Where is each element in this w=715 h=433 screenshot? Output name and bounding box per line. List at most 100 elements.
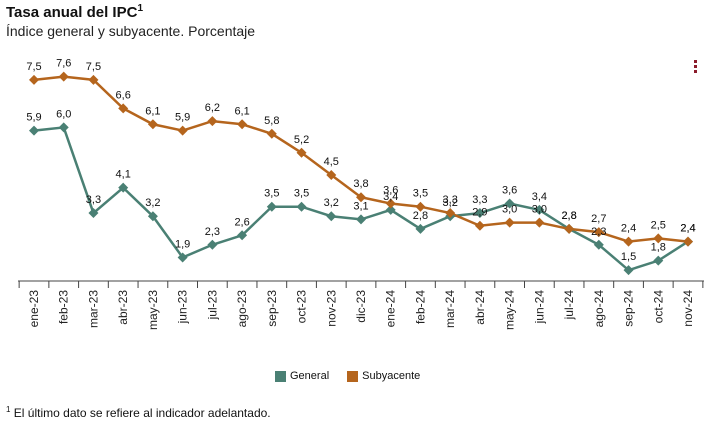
x-tick-label: ene-24 [384, 290, 398, 328]
data-label-general: 2,4 [680, 223, 695, 235]
data-point-subyacente [326, 170, 337, 180]
data-label-general: 5,9 [26, 112, 41, 124]
data-label-subyacente: 2,8 [561, 210, 576, 222]
x-tick-label: may-23 [146, 290, 160, 330]
x-tick-label: mar-24 [443, 290, 457, 328]
data-label-general: 3,5 [264, 188, 279, 200]
data-point-general [326, 211, 337, 222]
data-point-subyacente [415, 201, 426, 212]
data-point-subyacente [237, 119, 248, 130]
x-tick-label: abr-23 [116, 290, 130, 325]
data-point-subyacente [504, 217, 515, 228]
data-label-general: 1,5 [621, 251, 636, 263]
x-tick-label: jun-23 [176, 290, 190, 325]
data-label-subyacente: 3,0 [502, 204, 517, 216]
data-point-subyacente [593, 227, 604, 238]
data-label-subyacente: 3,0 [532, 204, 547, 216]
data-point-general [385, 204, 396, 215]
data-label-subyacente: 6,6 [116, 89, 131, 101]
data-label-subyacente: 4,5 [324, 156, 339, 168]
x-tick-label: oct-23 [295, 290, 309, 324]
data-point-general [534, 204, 545, 215]
data-label-general: 3,4 [532, 191, 547, 203]
x-tick-label: jul-24 [562, 290, 576, 321]
x-tick-label: may-24 [503, 290, 517, 330]
legend-label-general: General [290, 370, 330, 382]
data-point-subyacente [356, 192, 366, 203]
data-point-general [237, 230, 248, 241]
data-point-subyacente [474, 220, 485, 231]
data-point-subyacente [623, 236, 634, 247]
data-label-subyacente: 6,1 [145, 105, 160, 117]
x-tick-label: feb-23 [57, 290, 71, 324]
legend-label-subyacente: Subyacente [362, 370, 421, 382]
data-point-subyacente [88, 74, 99, 85]
data-label-general: 4,1 [116, 169, 131, 181]
data-point-general [177, 252, 188, 263]
x-tick-label: nov-24 [681, 290, 695, 327]
footnote-text: El último dato se refiere al indicador a… [13, 406, 271, 420]
data-point-general [29, 125, 39, 136]
data-point-subyacente [653, 233, 664, 244]
data-point-general [474, 208, 485, 219]
menu-icon[interactable] [694, 60, 698, 75]
data-point-general [207, 239, 218, 250]
x-tick-label: nov-23 [324, 290, 338, 327]
data-point-subyacente [534, 217, 545, 228]
data-label-general: 6,0 [56, 108, 71, 120]
legend-swatch-general [275, 370, 286, 382]
data-label-general: 3,3 [86, 194, 101, 206]
data-label-general: 2,6 [234, 216, 249, 228]
data-label-general: 3,3 [472, 194, 487, 206]
data-point-general [296, 201, 307, 212]
data-label-general: 3,6 [502, 185, 517, 197]
data-point-general [147, 211, 158, 222]
line-chart: ene-23 feb-23 mar-23 abr-23 may-23 jun-23 jul-… [18, 58, 704, 330]
data-label-subyacente: 2,5 [651, 219, 666, 231]
data-label-subyacente: 7,5 [86, 61, 101, 73]
data-label-general: 3,2 [145, 197, 160, 209]
data-point-subyacente [445, 208, 456, 219]
data-label-general: 3,2 [443, 197, 458, 209]
chart-title: Tasa anual del IPC1 [6, 3, 143, 21]
data-point-subyacente [266, 128, 277, 139]
data-label-general: 3,4 [383, 191, 398, 203]
data-label-subyacente: 7,5 [26, 61, 41, 73]
x-tick-label: ago-23 [235, 290, 249, 328]
data-label-general: 2,8 [413, 210, 428, 222]
data-point-general [415, 223, 426, 234]
data-label-subyacente: 7,6 [56, 58, 71, 70]
legend-item-general[interactable]: General [275, 370, 329, 382]
data-point-subyacente [296, 147, 307, 158]
x-tick-label: ago-24 [592, 290, 606, 328]
footnote-mark: 1 [6, 405, 11, 414]
data-point-general [504, 198, 515, 209]
data-point-general [118, 182, 129, 193]
data-label-general: 1,8 [651, 242, 666, 254]
data-point-subyacente [177, 125, 188, 136]
data-label-subyacente: 3,3 [443, 194, 458, 206]
chart-legend: General Subyacente [275, 370, 420, 382]
data-label-general: 3,1 [353, 200, 368, 212]
x-tick-label: jun-24 [532, 290, 546, 325]
data-point-general [88, 208, 99, 219]
x-tick-label: feb-24 [413, 290, 427, 324]
data-label-subyacente: 2,7 [591, 213, 606, 225]
x-tick-label: abr-24 [473, 290, 487, 325]
legend-swatch-subyacente [347, 370, 359, 382]
chart-title-text: Tasa anual del IPC [6, 4, 138, 21]
data-label-subyacente: 2,9 [472, 207, 487, 219]
legend-item-subyacente[interactable]: Subyacente [347, 370, 420, 382]
x-tick-label: mar-23 [86, 290, 100, 328]
data-label-general: 2,3 [205, 226, 220, 238]
data-label-subyacente: 6,2 [205, 102, 220, 114]
title-footnote-mark: 1 [137, 3, 143, 14]
data-label-subyacente: 3,6 [383, 185, 398, 197]
data-point-subyacente [147, 119, 158, 130]
data-point-subyacente [683, 236, 693, 247]
data-label-subyacente: 3,8 [353, 178, 368, 190]
x-tick-label: oct-24 [651, 290, 665, 324]
data-point-subyacente [564, 223, 575, 234]
data-label-subyacente: 5,2 [294, 134, 309, 146]
data-label-subyacente: 2,4 [621, 223, 636, 235]
